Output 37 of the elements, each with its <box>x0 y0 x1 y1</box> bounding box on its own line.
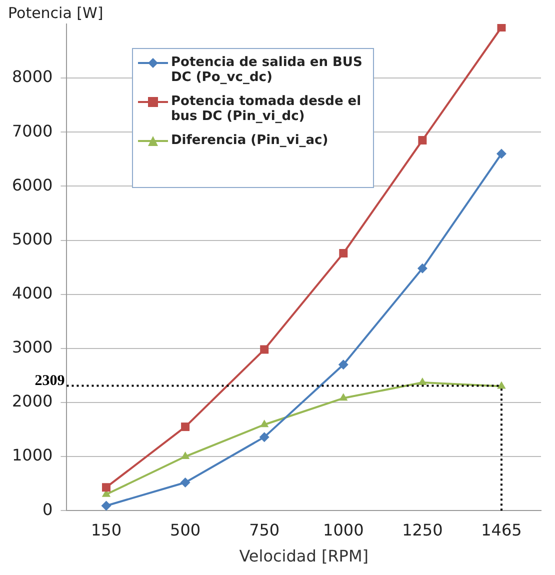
point <box>338 360 348 370</box>
point <box>339 249 348 258</box>
y-axis-title: Potencia [W] <box>8 4 104 22</box>
y-tick-label: 6000 <box>12 175 53 194</box>
point <box>181 422 190 432</box>
legend-label: Diferencia (Pin_vi_ac) <box>171 133 328 148</box>
x-tick-label: 1000 <box>323 520 364 540</box>
point <box>496 148 506 159</box>
y-tick-label: 7000 <box>12 121 53 140</box>
y-tick-label: 5000 <box>12 229 53 248</box>
x-tick-label: 1250 <box>402 520 443 540</box>
y-tick-label: 2000 <box>12 392 53 411</box>
point <box>260 345 269 354</box>
x-tick-label: 150 <box>90 520 122 540</box>
point <box>101 500 112 511</box>
y-tick-label: 3000 <box>12 338 53 357</box>
point <box>497 381 506 389</box>
y-tick-label: 4000 <box>12 283 53 302</box>
x-axis-title: Velocidad [RPM] <box>239 546 368 566</box>
y-tick-label: 8000 <box>12 67 53 86</box>
legend-label: Potencia de salida en BUS DC (Po_vc_dc) <box>171 55 364 85</box>
point <box>102 483 110 492</box>
legend-label: Potencia tomada desde el bus DC (Pin_vi_dc) <box>171 94 362 124</box>
point <box>497 24 506 32</box>
point <box>418 136 427 144</box>
point <box>418 377 427 385</box>
point <box>417 263 428 274</box>
y-tick-label: 0 <box>42 500 53 519</box>
y-tick-label: 1000 <box>12 446 53 465</box>
point <box>260 420 269 428</box>
point <box>180 477 190 488</box>
x-tick-label: 500 <box>170 520 201 540</box>
point <box>339 393 348 401</box>
ref-line-label: 2309 <box>34 373 65 390</box>
x-tick-label: 1465 <box>481 520 522 540</box>
point <box>259 432 270 442</box>
x-tick-label: 750 <box>249 520 280 540</box>
